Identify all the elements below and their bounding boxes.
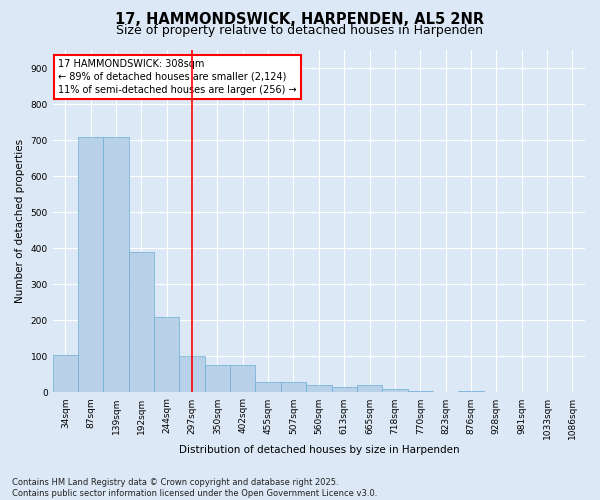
Text: Size of property relative to detached houses in Harpenden: Size of property relative to detached ho… [116,24,484,37]
Text: 17 HAMMONDSWICK: 308sqm
← 89% of detached houses are smaller (2,124)
11% of semi: 17 HAMMONDSWICK: 308sqm ← 89% of detache… [58,58,296,95]
Bar [256,382,281,392]
Bar [357,385,382,392]
Bar [458,390,484,392]
X-axis label: Distribution of detached houses by size in Harpenden: Distribution of detached houses by size … [179,445,459,455]
Bar [407,390,433,392]
Bar [205,366,230,392]
Bar [332,387,357,392]
Bar [382,389,407,392]
Bar [179,356,205,392]
Bar [154,317,179,392]
Text: Contains HM Land Registry data © Crown copyright and database right 2025.
Contai: Contains HM Land Registry data © Crown c… [12,478,377,498]
Bar [306,385,332,392]
Bar [129,252,154,392]
Bar [230,366,256,392]
Bar [281,382,306,392]
Bar [78,136,103,392]
Y-axis label: Number of detached properties: Number of detached properties [15,139,25,304]
Bar [103,136,129,392]
Bar [53,354,78,393]
Text: 17, HAMMONDSWICK, HARPENDEN, AL5 2NR: 17, HAMMONDSWICK, HARPENDEN, AL5 2NR [115,12,485,28]
